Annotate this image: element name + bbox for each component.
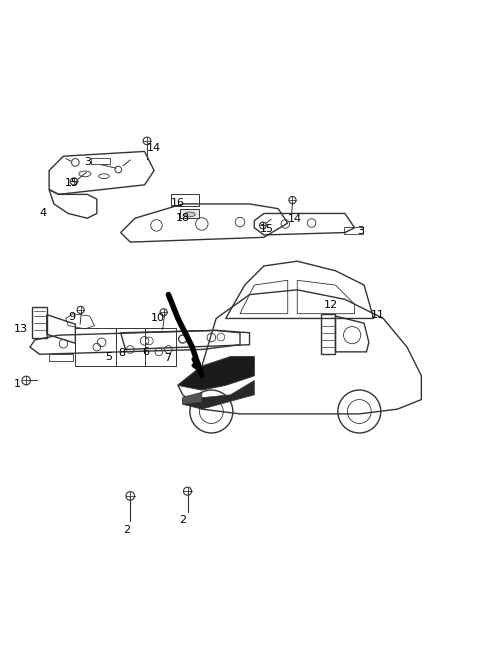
Text: 2: 2	[179, 516, 186, 525]
Text: 13: 13	[13, 324, 27, 334]
Text: 12: 12	[324, 300, 338, 310]
Text: 2: 2	[123, 525, 130, 535]
Text: 11: 11	[371, 310, 384, 320]
Text: 6: 6	[142, 347, 149, 357]
Text: 10: 10	[150, 312, 165, 323]
Polygon shape	[180, 209, 199, 218]
Text: 8: 8	[119, 348, 126, 358]
Ellipse shape	[185, 212, 195, 216]
Polygon shape	[183, 380, 254, 409]
Bar	[91, 157, 110, 164]
Text: 18: 18	[176, 213, 190, 223]
Bar	[171, 194, 199, 206]
Polygon shape	[178, 357, 254, 390]
Text: 15: 15	[65, 178, 79, 188]
Text: 1: 1	[13, 379, 21, 389]
Polygon shape	[183, 392, 202, 404]
Text: 14: 14	[288, 214, 301, 224]
Text: 14: 14	[147, 142, 161, 153]
Text: 9: 9	[69, 312, 75, 321]
Text: 5: 5	[105, 352, 112, 361]
Text: 7: 7	[164, 352, 171, 363]
Text: 3: 3	[84, 157, 91, 167]
Text: 15: 15	[260, 224, 274, 234]
Text: 4: 4	[40, 209, 47, 218]
Text: 16: 16	[171, 198, 185, 208]
Bar	[344, 227, 363, 234]
Text: 3: 3	[357, 226, 364, 236]
